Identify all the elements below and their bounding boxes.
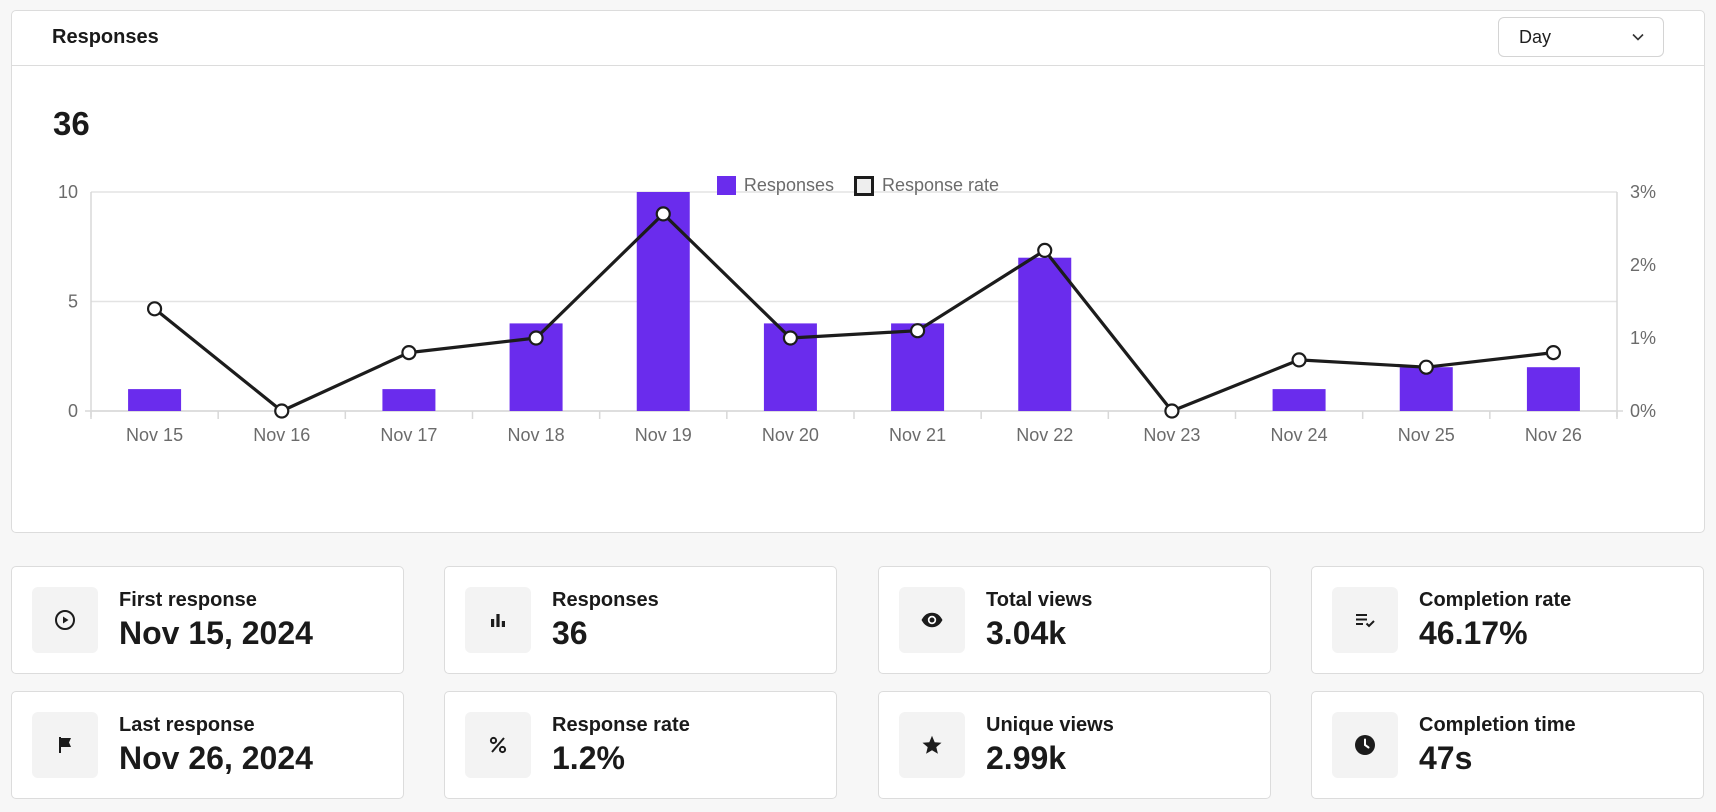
y-right-tick-label: 1%: [1630, 328, 1656, 348]
stat-icon-box: [1332, 587, 1398, 653]
y-left-tick-label: 0: [68, 401, 78, 421]
bar-nov-19: [636, 192, 690, 411]
stat-icon-box: [1332, 712, 1398, 778]
stat-icon-box: [32, 712, 98, 778]
y-left-tick-label: 5: [68, 292, 78, 312]
stat-icon-box: [465, 587, 531, 653]
stat-label: Last response: [119, 714, 255, 736]
panel-title: Responses: [52, 26, 159, 48]
x-tick-label: Nov 22: [1016, 425, 1073, 445]
stat-card-response-rate: Response rate 1.2%: [444, 691, 837, 799]
bar-nov-24: [1272, 389, 1326, 411]
x-tick-label: Nov 17: [380, 425, 437, 445]
x-tick-label: Nov 25: [1398, 425, 1455, 445]
stat-label: Responses: [552, 589, 659, 611]
eye-icon: [921, 612, 943, 628]
stat-card-completion-time: Completion time 47s: [1311, 691, 1704, 799]
panel-header: Responses Day: [12, 11, 1704, 66]
bar-nov-26: [1526, 367, 1580, 411]
response-rate-point: [1418, 359, 1434, 375]
star-icon: [922, 735, 942, 754]
stat-card-completion-rate: Completion rate 46.17%: [1311, 566, 1704, 674]
stat-value: 3.04k: [986, 615, 1067, 651]
percent-icon: [489, 736, 507, 754]
period-select-value: Day: [1519, 26, 1552, 47]
stat-icon-box: [899, 712, 965, 778]
legend-label-responses: Responses: [743, 175, 834, 195]
play-circle-icon: [55, 610, 75, 630]
stat-label: Completion rate: [1419, 589, 1572, 611]
response-rate-point: [401, 345, 417, 361]
stat-label: Response rate: [552, 714, 690, 736]
y-right-tick-label: 0%: [1630, 401, 1656, 421]
bar-nov-17: [382, 389, 436, 411]
stat-card-last-response: Last response Nov 26, 2024: [11, 691, 404, 799]
y-right-tick-label: 3%: [1630, 182, 1656, 202]
responses-chart: 0 5 10 0% 1% 2% 3% Nov 15 Nov 16 Nov 17 Nov 18 Nov …: [58, 182, 1656, 445]
chevron-down-icon: [1632, 33, 1644, 41]
x-tick-label: Nov 26: [1525, 425, 1582, 445]
stat-label: Completion time: [1419, 714, 1576, 736]
legend-label-response-rate: Response rate: [881, 175, 1000, 195]
bar-chart-icon: [491, 614, 505, 627]
chart-legend: Responses Response rate: [12, 175, 1704, 196]
stat-card-first-response: First response Nov 15, 2024: [11, 566, 404, 674]
stat-icon-box: [32, 587, 98, 653]
response-rate-point: [909, 323, 926, 339]
stat-value: Nov 26, 2024: [119, 740, 313, 776]
stat-value: 36: [552, 615, 588, 651]
response-rate-point: [528, 330, 544, 346]
x-tick-label: Nov 24: [1271, 425, 1328, 445]
stat-card-responses: Responses 36: [444, 566, 837, 674]
responses-panel: Responses Day 36 0 5 10 0% 1% 2% 3% Nov 15 Nov 1…: [11, 10, 1705, 533]
bar-nov-22: [1018, 257, 1072, 411]
stat-value: 1.2%: [552, 740, 625, 776]
x-tick-label: Nov 23: [1143, 425, 1200, 445]
period-select[interactable]: Day: [1498, 17, 1664, 57]
legend-swatch-response-rate: [853, 175, 874, 196]
legend-swatch-responses: [716, 176, 736, 195]
response-rate-point: [1164, 403, 1180, 419]
x-tick-label: Nov 18: [508, 425, 565, 445]
stat-value: 47s: [1419, 740, 1473, 776]
response-rate-point: [782, 330, 799, 346]
response-rate-point: [1037, 242, 1053, 258]
response-rate-point: [1545, 345, 1562, 361]
y-left-tick-label: 10: [58, 182, 78, 202]
stat-value: 2.99k: [986, 740, 1067, 776]
x-tick-label: Nov 19: [635, 425, 692, 445]
response-rate-point: [146, 301, 163, 317]
stat-card-total-views: Total views 3.04k: [878, 566, 1271, 674]
stat-icon-box: [465, 712, 531, 778]
clock-icon: [1355, 735, 1375, 755]
legend-item-responses[interactable]: Responses: [716, 175, 834, 196]
stat-value: Nov 15, 2024: [119, 615, 313, 651]
x-tick-label: Nov 15: [126, 425, 183, 445]
flag-icon: [59, 737, 71, 753]
response-rate-point: [1291, 352, 1307, 368]
x-tick-label: Nov 21: [889, 425, 946, 445]
legend-item-response-rate[interactable]: Response rate: [853, 175, 1000, 196]
stat-label: Unique views: [986, 714, 1114, 736]
stat-label: Total views: [986, 589, 1093, 611]
x-tick-label: Nov 20: [762, 425, 819, 445]
stat-icon-box: [899, 587, 965, 653]
x-tick-label: Nov 16: [253, 425, 310, 445]
stat-card-unique-views: Unique views 2.99k: [878, 691, 1271, 799]
response-rate-line: [153, 212, 1554, 413]
list-check-icon: [1356, 614, 1375, 628]
total-responses: 36: [53, 105, 90, 142]
response-rate-point: [655, 206, 671, 222]
stat-label: First response: [119, 589, 257, 611]
response-rate-point: [274, 403, 290, 419]
stat-value: 46.17%: [1419, 615, 1528, 651]
bar-nov-15: [128, 389, 182, 411]
y-right-tick-label: 2%: [1630, 255, 1656, 275]
